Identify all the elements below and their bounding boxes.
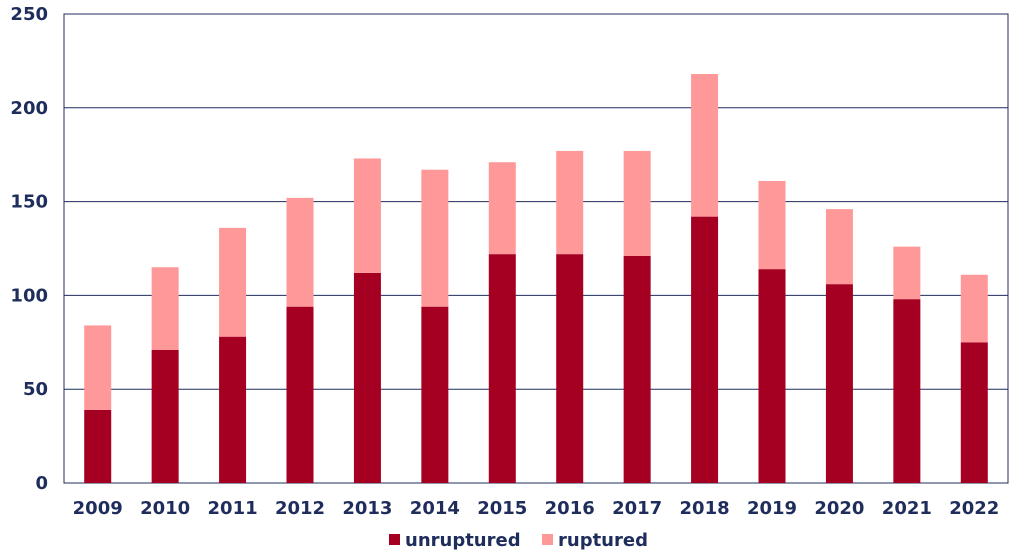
y-axis-ticks: 0 50 100 150 200 250 xyxy=(10,4,48,494)
bar-unruptured-2015 xyxy=(488,254,516,483)
legend-swatch-unruptured xyxy=(389,534,400,545)
legend-label-unruptured: unruptured xyxy=(405,530,521,551)
x-tick-label: 2009 xyxy=(73,498,123,519)
bar-ruptured-2018 xyxy=(691,74,719,217)
x-tick-label: 2019 xyxy=(747,498,797,519)
bar-ruptured-2020 xyxy=(825,209,853,285)
bar-ruptured-2012 xyxy=(286,197,314,307)
y-tick-label: 200 xyxy=(10,98,48,119)
bar-ruptured-2021 xyxy=(893,246,921,300)
bar-ruptured-2017 xyxy=(623,150,651,257)
bar-unruptured-2010 xyxy=(151,349,179,483)
bar-unruptured-2017 xyxy=(623,256,651,483)
x-tick-label: 2022 xyxy=(949,498,999,519)
bar-ruptured-2015 xyxy=(488,162,516,255)
x-tick-label: 2013 xyxy=(342,498,392,519)
x-tick-label: 2014 xyxy=(410,498,460,519)
bar-unruptured-2009 xyxy=(84,409,112,483)
x-tick-label: 2016 xyxy=(545,498,595,519)
bar-ruptured-2016 xyxy=(556,150,584,255)
bar-unruptured-2019 xyxy=(758,269,786,483)
y-tick-label: 150 xyxy=(10,192,48,213)
bar-ruptured-2011 xyxy=(219,227,247,337)
bar-unruptured-2020 xyxy=(825,284,853,483)
bars xyxy=(84,74,988,483)
x-tick-label: 2012 xyxy=(275,498,325,519)
bar-unruptured-2018 xyxy=(691,216,719,483)
plot-area xyxy=(63,13,1009,484)
legend-label-ruptured: ruptured xyxy=(558,530,648,551)
x-tick-label: 2017 xyxy=(612,498,662,519)
bar-ruptured-2014 xyxy=(421,169,449,307)
x-tick-label: 2021 xyxy=(882,498,932,519)
y-tick-label: 100 xyxy=(10,285,48,306)
bar-unruptured-2011 xyxy=(219,336,247,483)
bar-unruptured-2022 xyxy=(960,342,988,483)
x-tick-label: 2015 xyxy=(477,498,527,519)
bar-ruptured-2022 xyxy=(960,274,988,343)
bar-ruptured-2013 xyxy=(353,158,381,273)
bar-unruptured-2013 xyxy=(353,272,381,483)
bar-ruptured-2009 xyxy=(84,325,112,410)
y-tick-label: 250 xyxy=(10,4,48,25)
bar-unruptured-2014 xyxy=(421,306,449,483)
legend: unruptured ruptured xyxy=(389,530,648,551)
bar-unruptured-2012 xyxy=(286,306,314,483)
x-tick-label: 2018 xyxy=(680,498,730,519)
bar-unruptured-2016 xyxy=(556,254,584,483)
legend-swatch-ruptured xyxy=(542,534,553,545)
x-axis-ticks: 2009 2010 2011 2012 2013 2014 2015 2016 2017 2018… xyxy=(73,498,1000,519)
bar-unruptured-2021 xyxy=(893,299,921,483)
x-tick-label: 2011 xyxy=(208,498,258,519)
x-tick-label: 2020 xyxy=(814,498,864,519)
y-tick-label: 0 xyxy=(35,473,48,494)
y-tick-label: 50 xyxy=(23,379,48,400)
bar-ruptured-2019 xyxy=(758,180,786,270)
x-tick-label: 2010 xyxy=(140,498,190,519)
bar-ruptured-2010 xyxy=(151,267,179,350)
